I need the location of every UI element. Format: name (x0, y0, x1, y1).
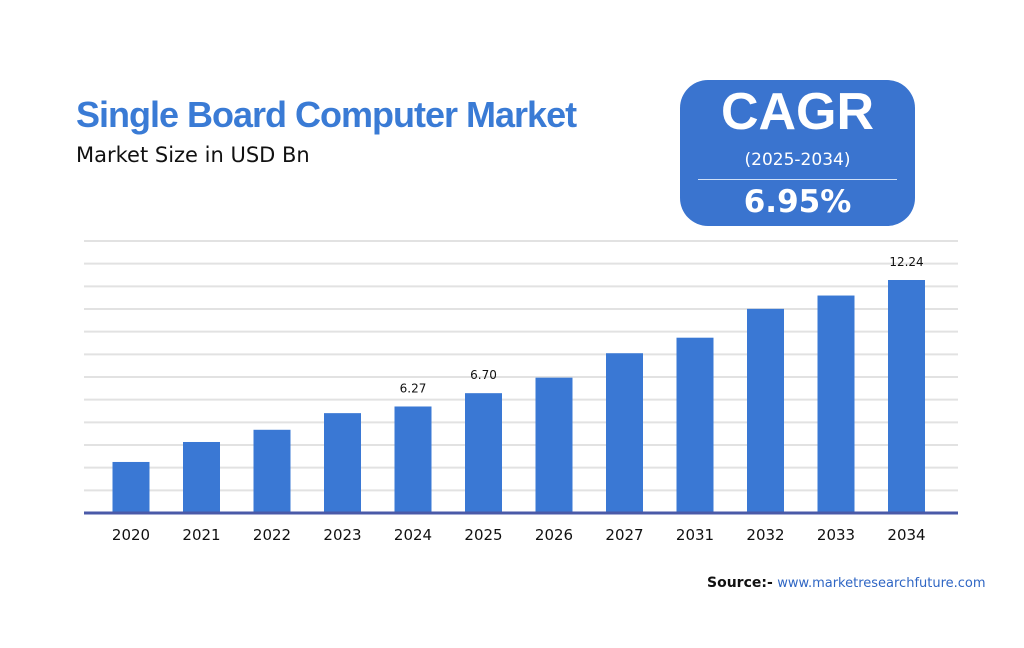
bar (676, 337, 714, 513)
x-tick-labels: 2020 2021 2022 2023 2024 2025 2026 2027 2031 2032… (112, 526, 926, 544)
cagr-badge: CAGR (2025-2034) 6.95% (680, 80, 915, 226)
bar (747, 308, 784, 513)
data-label: 6.70 (470, 368, 497, 382)
x-tick-label: 2034 (887, 526, 925, 544)
source-credit: Source:- www.marketresearchfuture.com (707, 575, 986, 591)
bar (394, 406, 432, 513)
x-tick-label: 2027 (605, 526, 643, 544)
gridlines (84, 240, 958, 492)
data-label: 6.27 (400, 381, 427, 395)
bar (888, 280, 925, 513)
cagr-divider (698, 179, 897, 180)
chart-title: Single Board Computer Market (76, 94, 577, 135)
x-tick-label: 2025 (464, 526, 502, 544)
bar (606, 353, 643, 513)
source-link[interactable]: www.marketresearchfuture.com (777, 576, 986, 591)
x-tick-label: 2020 (112, 526, 150, 544)
x-tick-label: 2032 (746, 526, 784, 544)
data-label: 12.24 (889, 255, 923, 269)
x-tick-label: 2026 (535, 526, 573, 544)
x-tick-label: 2031 (676, 526, 714, 544)
cagr-period: (2025-2034) (744, 150, 851, 170)
bar (465, 393, 502, 513)
x-tick-label: 2023 (323, 526, 361, 544)
bar (817, 295, 855, 513)
bar (253, 429, 291, 513)
bar (183, 441, 220, 513)
x-tick-label: 2024 (394, 526, 432, 544)
data-labels: 6.27 6.70 12.24 (400, 255, 924, 395)
x-tick-label: 2033 (817, 526, 855, 544)
cagr-value: 6.95% (743, 184, 852, 220)
chart-subtitle: Market Size in USD Bn (76, 143, 310, 167)
bar (112, 461, 150, 513)
cagr-label: CAGR (720, 83, 875, 141)
bar (535, 377, 573, 513)
bar (324, 413, 361, 513)
x-tick-label: 2021 (182, 526, 220, 544)
bars (112, 280, 925, 513)
source-label: Source:- (707, 575, 773, 591)
x-tick-label: 2022 (253, 526, 291, 544)
